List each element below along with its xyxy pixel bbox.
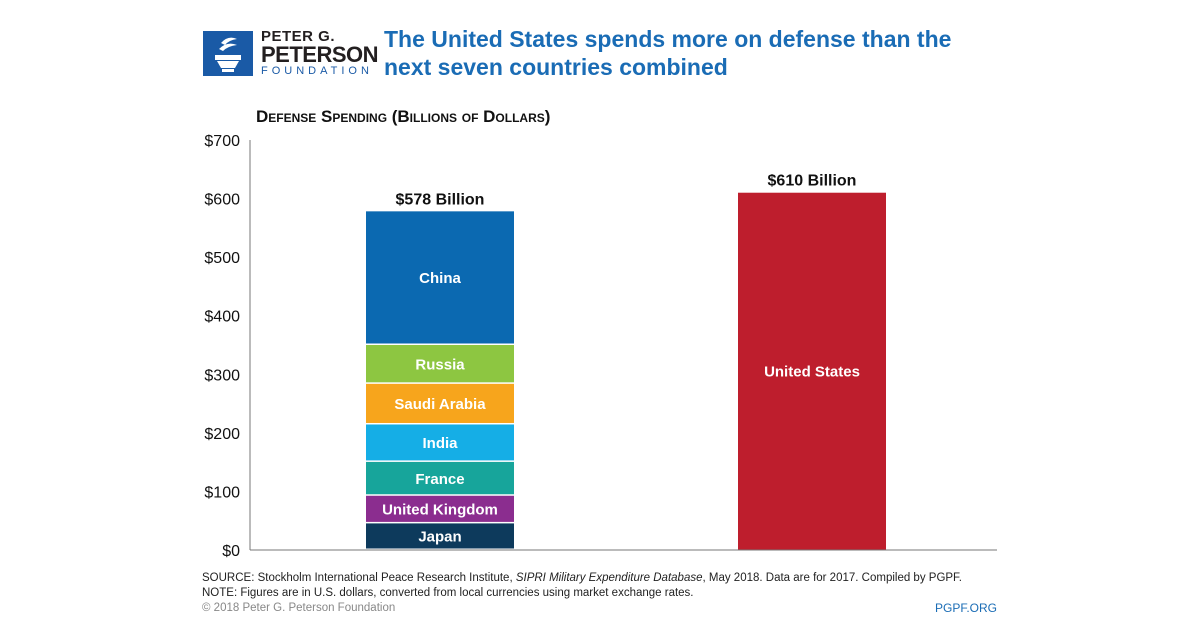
source-suffix: , May 2018. Data are for 2017. Compiled … xyxy=(702,572,963,584)
bar-total-label: $610 Billion xyxy=(768,173,857,190)
logo: PETER G. PETERSON FOUNDATION xyxy=(203,28,379,77)
page-title: The United States spends more on defense… xyxy=(384,26,952,80)
bar-segment-india xyxy=(366,424,514,461)
bar-segment-united-states xyxy=(738,192,886,550)
logo-line2: PETERSON xyxy=(261,42,379,67)
source-note: SOURCE: Stockholm International Peace Re… xyxy=(202,572,962,584)
y-tick-label: $300 xyxy=(204,367,240,384)
bar-segment-japan xyxy=(366,523,514,549)
source-italic: SIPRI Military Expenditure Database xyxy=(515,572,703,584)
y-tick-label: $200 xyxy=(204,426,240,443)
logo-line1: PETER G. xyxy=(261,28,336,45)
y-tick-label: $100 xyxy=(204,484,240,501)
chart-title: Defense Spending (Billions of Dollars) xyxy=(256,107,551,126)
torch-icon xyxy=(203,30,253,76)
segment-label: United Kingdom xyxy=(382,502,498,519)
segment-label: United States xyxy=(764,363,860,380)
bar-segment-france xyxy=(366,461,514,495)
note: NOTE: Figures are in U.S. dollars, conve… xyxy=(202,587,694,599)
segment-label: Russia xyxy=(415,356,465,373)
y-tick-label: $500 xyxy=(204,250,240,267)
segment-label: Saudi Arabia xyxy=(394,396,486,413)
segment-label: China xyxy=(419,270,461,287)
site-link[interactable]: PGPF.ORG xyxy=(934,601,997,615)
copyright: © 2018 Peter G. Peterson Foundation xyxy=(202,602,396,614)
logo-line3: FOUNDATION xyxy=(261,65,373,77)
bar-segment-saudi-arabia xyxy=(366,383,514,423)
segment-label: India xyxy=(422,435,458,452)
bar-total-label: $578 Billion xyxy=(396,191,485,208)
bar-segment-united-kingdom xyxy=(366,495,514,522)
y-tick-label: $0 xyxy=(222,543,240,560)
y-tick-label: $700 xyxy=(204,133,240,150)
bar-segment-china xyxy=(366,211,514,344)
source-prefix: SOURCE: Stockholm International Peace Re… xyxy=(202,572,516,584)
segment-label: France xyxy=(415,471,464,488)
y-tick-label: $600 xyxy=(204,192,240,209)
segment-label: Japan xyxy=(418,529,461,546)
bar-segment-russia xyxy=(366,345,514,383)
y-tick-label: $400 xyxy=(204,309,240,326)
